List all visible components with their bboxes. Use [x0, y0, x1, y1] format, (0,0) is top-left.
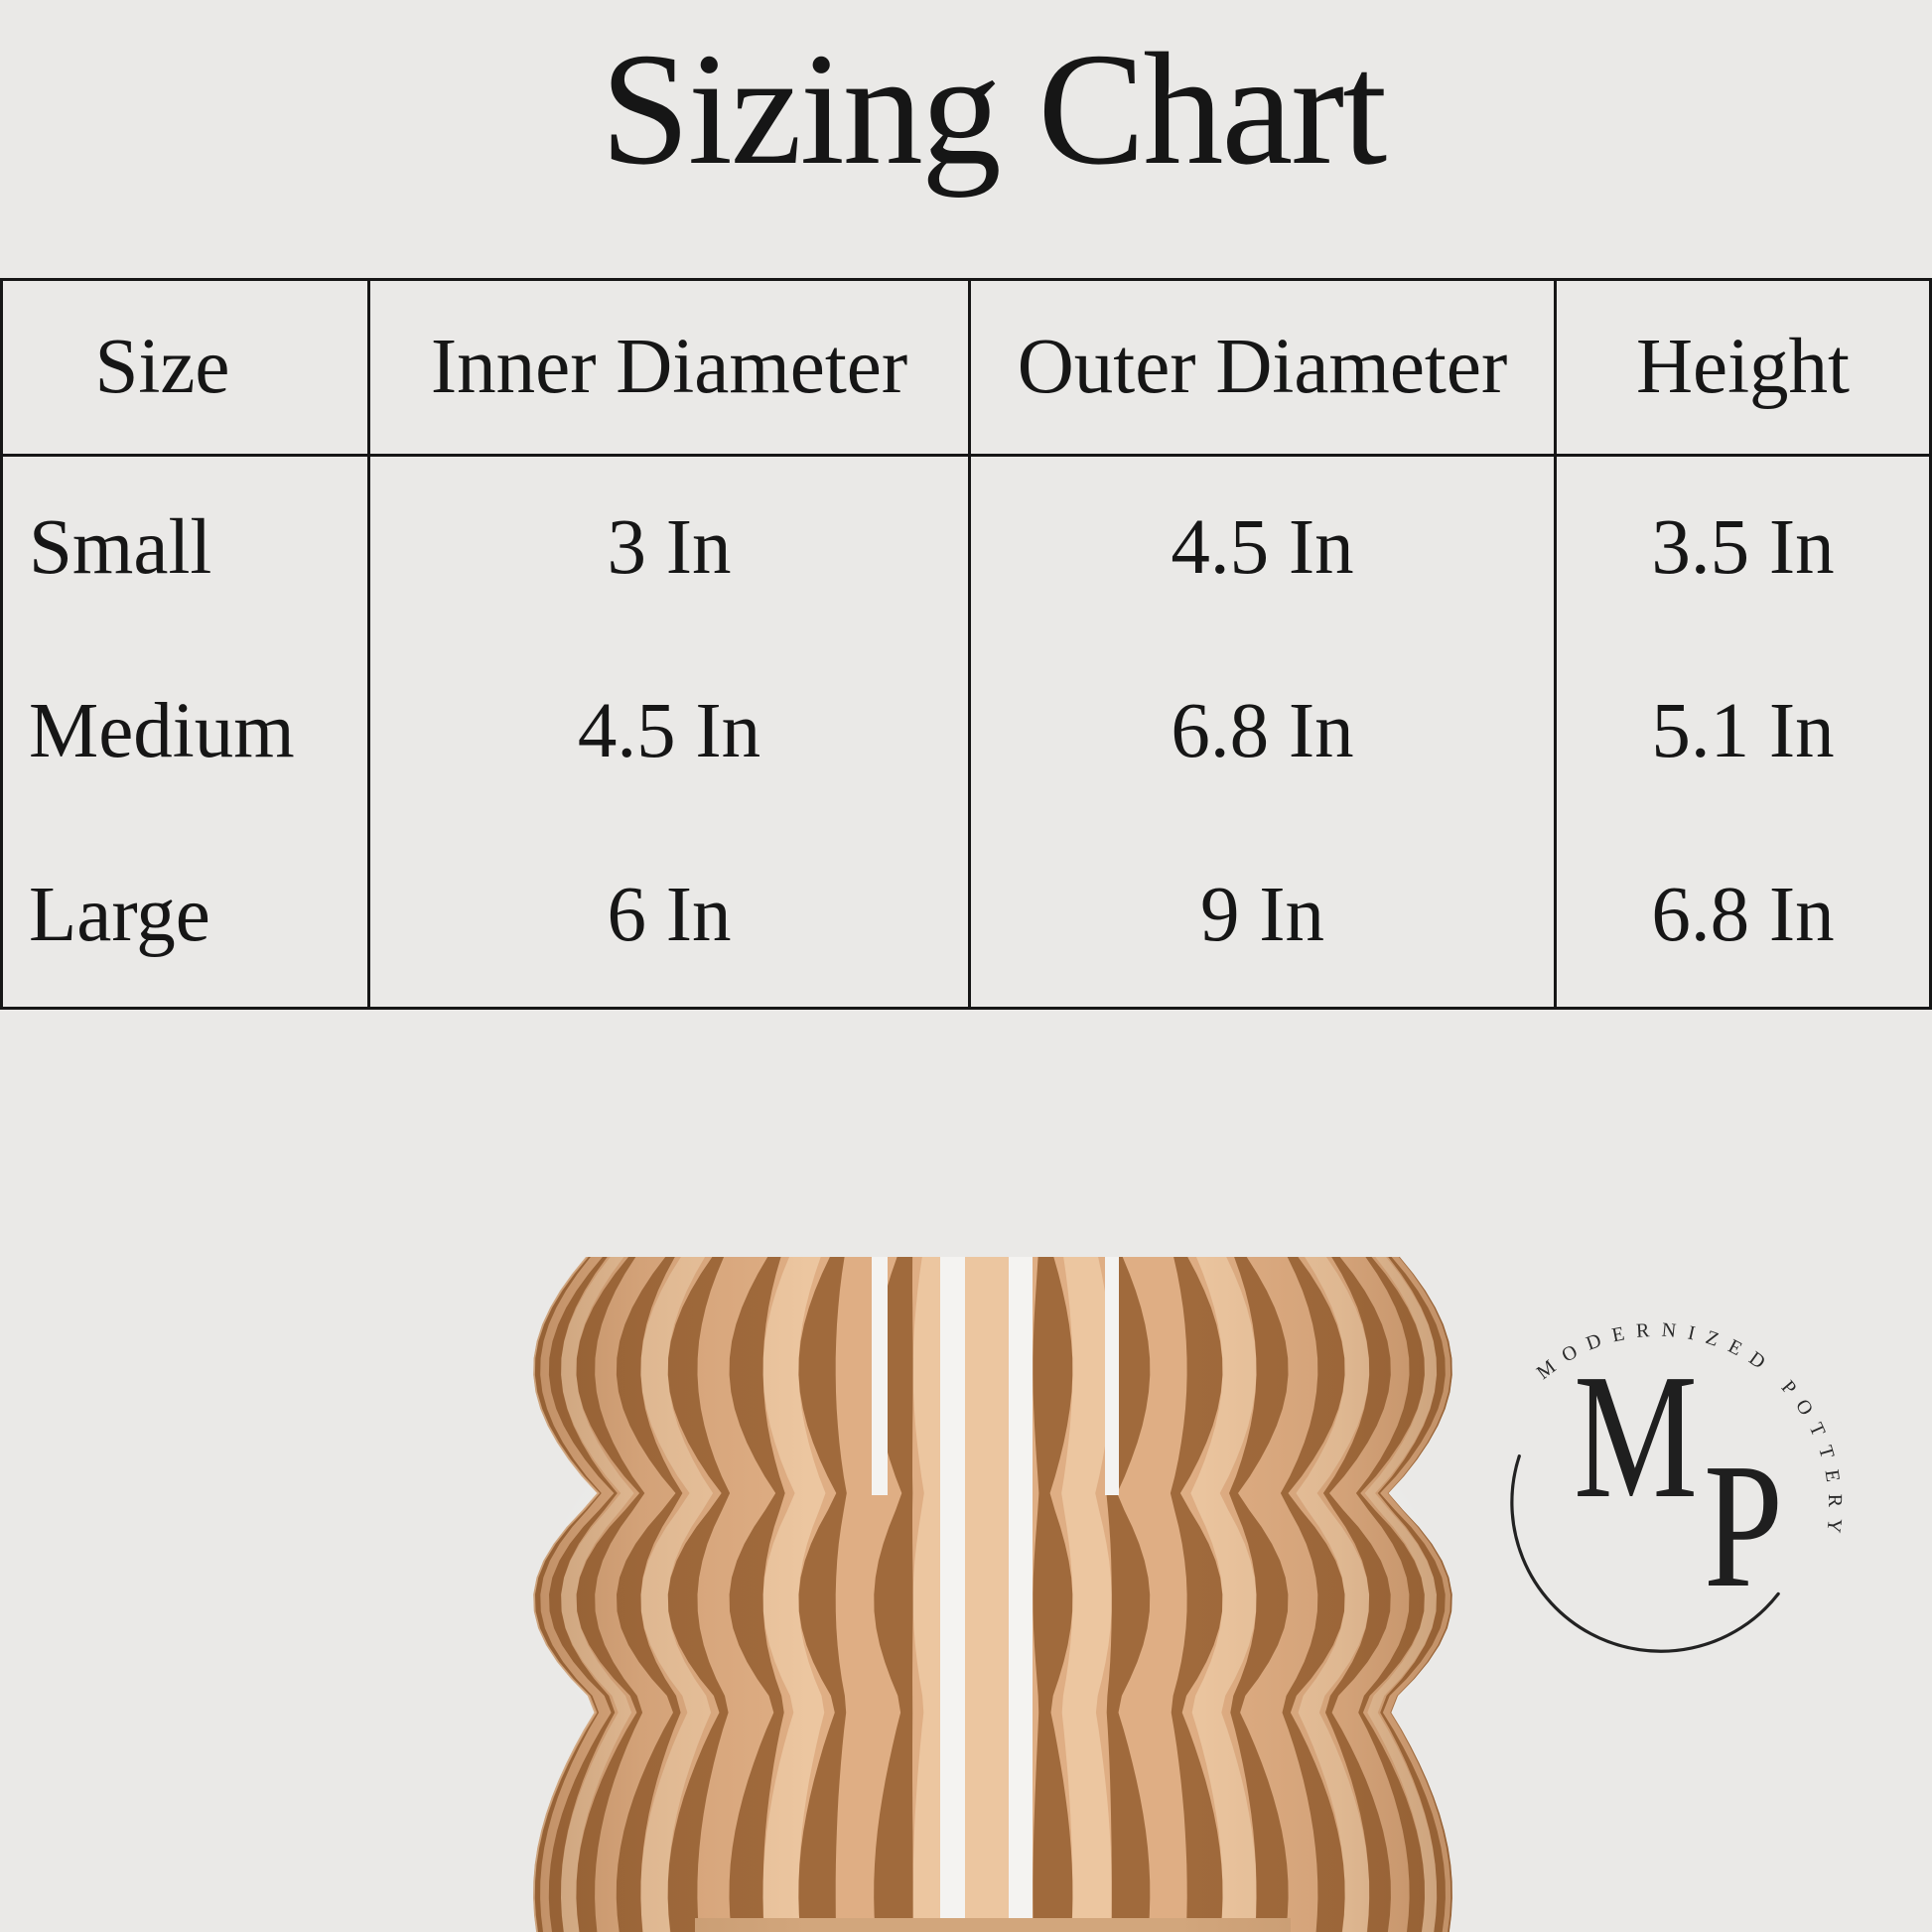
row-medium-inner-diameter: 4.5 In: [370, 639, 971, 824]
row-large-outer-diameter: 9 In: [971, 823, 1557, 1007]
logo-circle-arc: [1510, 1454, 1780, 1653]
row-small-height: 3.5 In: [1651, 504, 1835, 592]
table-header-size: Size: [3, 281, 370, 457]
planter-product-image: [533, 1257, 1452, 1932]
table-header-outer-diameter: Outer Diameter: [971, 281, 1557, 457]
row-large-inner-diameter: 6 In: [370, 823, 971, 1007]
logo-monogram-p: P: [1704, 1428, 1783, 1625]
brand-logo: MODERNIZED POTTERY M P: [1462, 1294, 1860, 1691]
sizing-table: Size Inner Diameter Outer Diameter Heigh…: [0, 278, 1932, 1010]
table-header-height: Height: [1557, 281, 1929, 457]
row-medium-height: 5.1 In: [1651, 687, 1835, 774]
brand-logo-svg: MODERNIZED POTTERY M P: [1510, 1319, 1835, 1653]
row-large-height: 6.8 In: [1651, 871, 1835, 958]
row-medium-label: Medium: [3, 639, 370, 824]
table-header-inner-diameter: Inner Diameter: [370, 281, 971, 457]
logo-monogram-m: M: [1574, 1336, 1698, 1535]
row-small-outer-diameter: 4.5 In: [971, 457, 1557, 640]
planter-render: [533, 1257, 1452, 1932]
page-title: Sizing Chart: [600, 21, 1387, 199]
row-large-label: Large: [3, 823, 370, 1007]
row-small-label: Small: [3, 457, 370, 640]
row-medium-outer-diameter: 6.8 In: [971, 639, 1557, 824]
row-small-inner-diameter: 3 In: [370, 457, 971, 640]
